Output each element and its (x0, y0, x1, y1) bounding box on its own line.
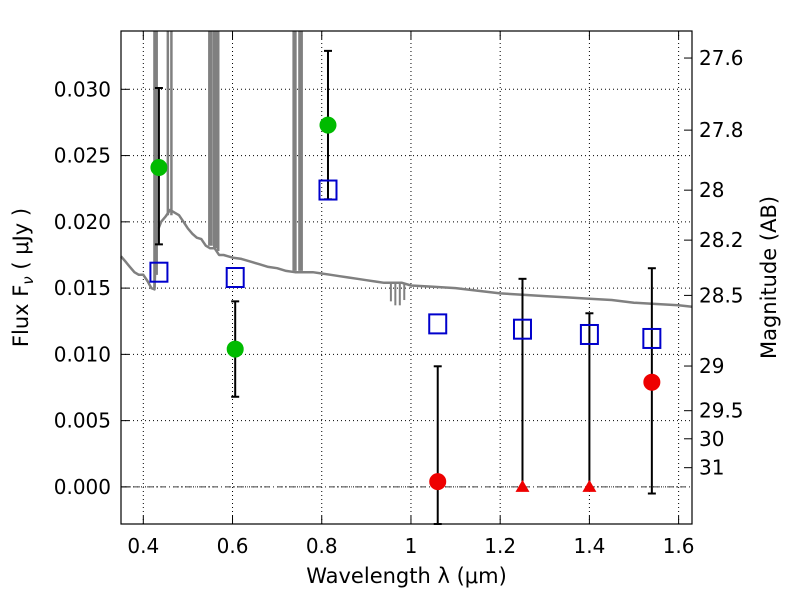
x-tick-label-3: 1 (405, 534, 418, 558)
y-tick-label-0: 0.000 (54, 475, 111, 499)
marker-3-0 (515, 479, 530, 492)
marker-0-1 (226, 340, 244, 358)
axis-ticks (121, 31, 692, 524)
marker-2-1 (643, 373, 661, 391)
y2-tick-label-5: 29 (699, 354, 724, 378)
right-axis-title: Magnitude (AB) (757, 196, 781, 359)
marker-1-0 (149, 261, 169, 283)
marker-1-5 (579, 323, 599, 345)
y-tick-label-1: 0.005 (54, 409, 111, 433)
tick-labels: 0.4 0.6 0.8 1 1.2 1.4 1.6 0.000 0.005 0.010 0.015 0… (54, 46, 744, 558)
x-tick-label-2: 0.8 (306, 534, 338, 558)
y2-tick-label-3: 28.2 (699, 228, 744, 252)
y-axis-title-subscript: ν (19, 276, 37, 284)
x-tick-label-4: 1.2 (484, 534, 516, 558)
data-markers (149, 116, 662, 492)
error-bars (154, 49, 656, 525)
y2-tick-label-0: 27.6 (699, 46, 744, 70)
x-tick-label-0: 0.4 (127, 534, 159, 558)
template-continuum (120, 208, 693, 308)
marker-0-0 (150, 159, 168, 177)
y-tick-label-6: 0.030 (54, 77, 111, 101)
y-axis-title-unit: ( μJy ) (9, 208, 33, 276)
y2-tick-label-2: 28 (699, 178, 724, 202)
marker-2-0 (429, 473, 447, 491)
y2-tick-label-6: 29.5 (699, 399, 744, 423)
y-tick-label-3: 0.015 (54, 276, 111, 300)
marker-1-6 (642, 327, 662, 349)
x-tick-label-1: 0.6 (217, 534, 249, 558)
marker-1-3 (428, 313, 448, 335)
y-tick-label-5: 0.025 (54, 144, 111, 168)
y-tick-label-4: 0.020 (54, 210, 111, 234)
marker-3-1 (582, 479, 597, 492)
y2-tick-label-8: 31 (699, 456, 724, 480)
x-axis-title: Wavelength λ (μm) (306, 564, 507, 588)
x-tick-label-5: 1.4 (573, 534, 605, 558)
y2-tick-label-7: 30 (699, 427, 724, 451)
y2-tick-label-1: 27.8 (699, 118, 744, 142)
x-tick-label-6: 1.6 (663, 534, 695, 558)
grid (121, 31, 692, 524)
y-axis-title: Flux Fν ( μJy ) (9, 208, 37, 347)
marker-1-1 (225, 267, 245, 288)
y2-tick-label-4: 28.5 (699, 283, 744, 307)
y-tick-label-2: 0.010 (54, 342, 111, 366)
plot-frame (120, 30, 693, 525)
y-axis-title-main: Flux F (9, 285, 33, 347)
marker-1-4 (512, 318, 532, 340)
marker-0-2 (319, 116, 337, 134)
marker-1-2 (318, 179, 338, 201)
template-spectrum (120, 31, 693, 308)
